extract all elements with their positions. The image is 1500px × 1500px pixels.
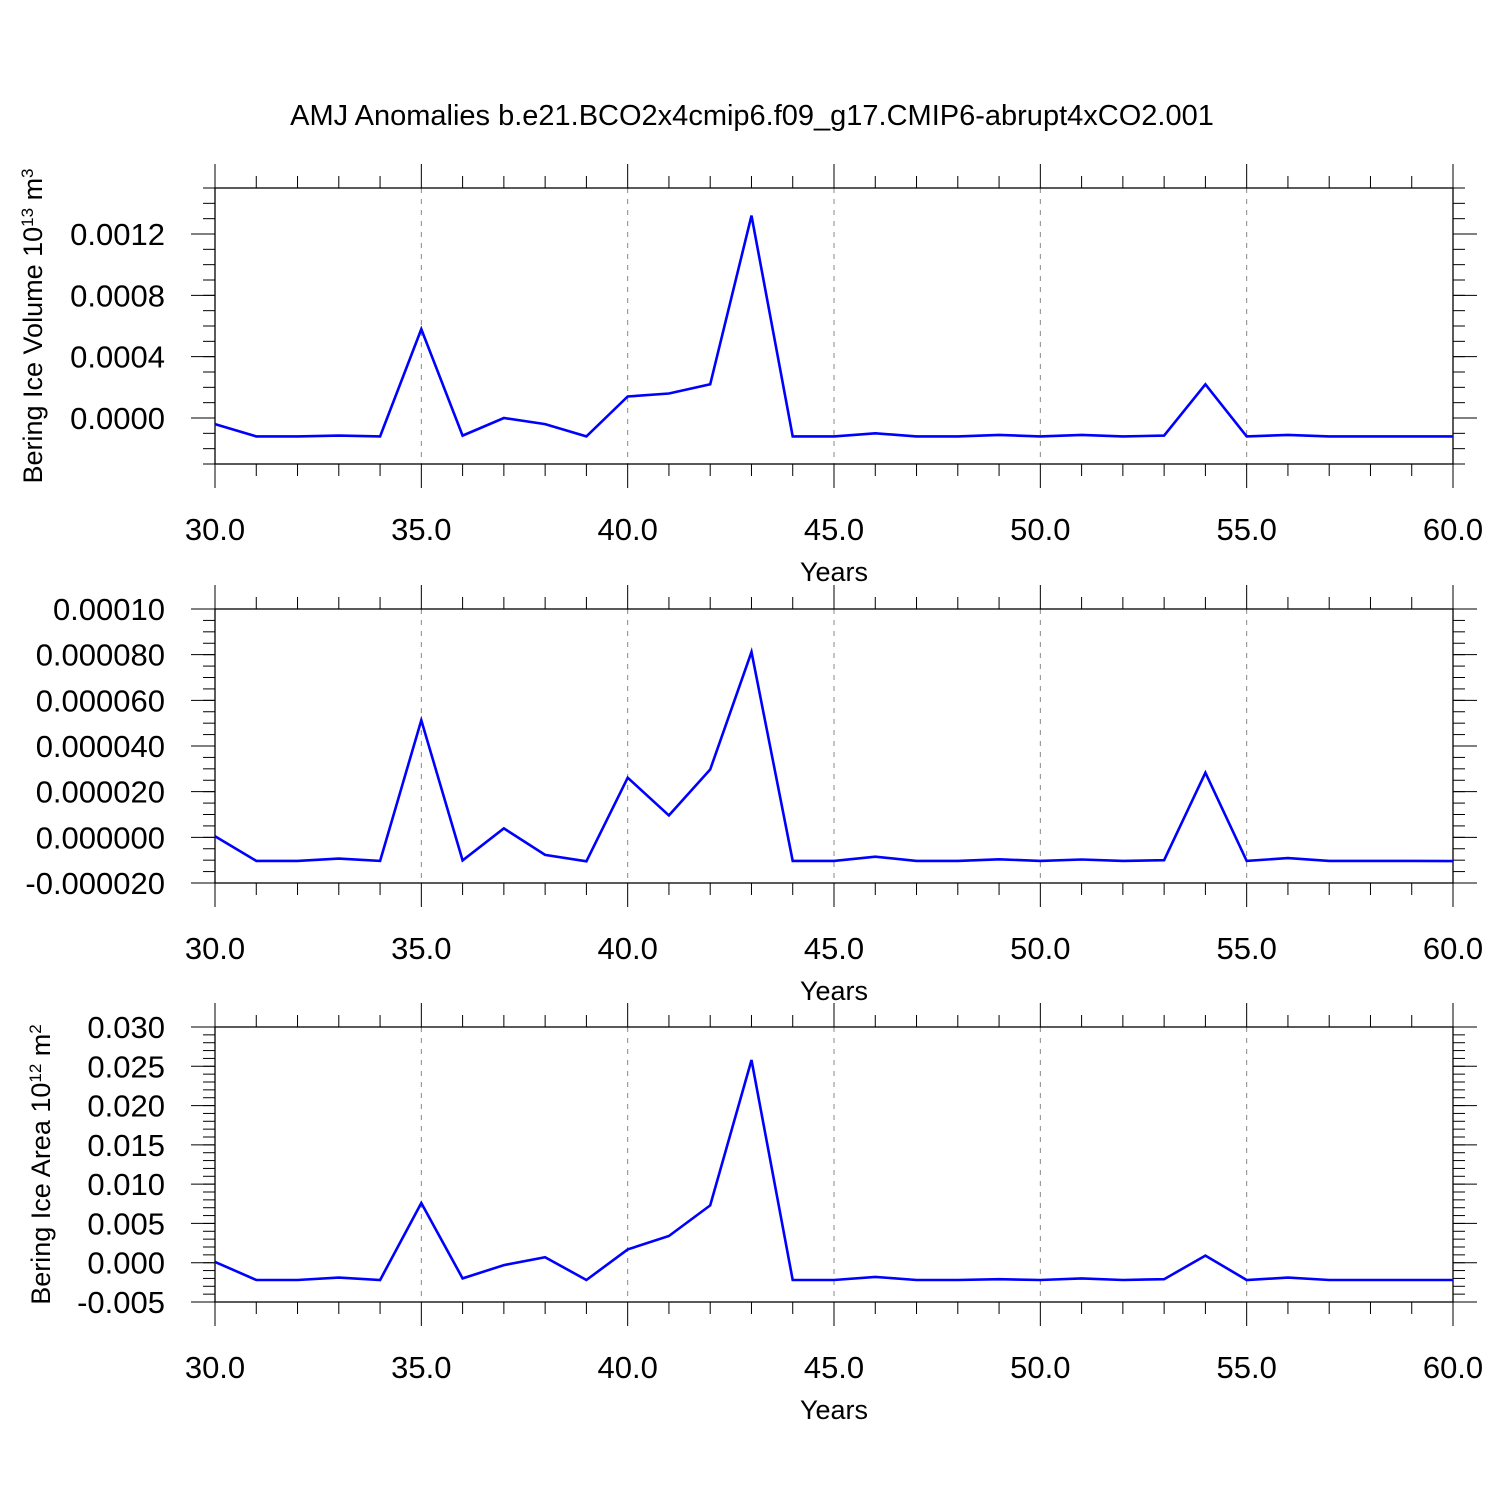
x-tick-label: 50.0 — [1010, 512, 1070, 547]
x-tick-label: 35.0 — [391, 1350, 451, 1385]
x-tick-label: 40.0 — [597, 931, 657, 966]
x-tick-label: 30.0 — [185, 512, 245, 547]
x-tick-label: 50.0 — [1010, 1350, 1070, 1385]
y-tick-label: 0.005 — [87, 1206, 165, 1241]
y-tick-label: 0.025 — [87, 1049, 165, 1084]
panel-3: -0.005 0.000 0.005 0.010 0.015 0.020 0.025 0.03… — [26, 1003, 1483, 1425]
y-tick-label: 0.010 — [87, 1167, 165, 1202]
x-axis-title: Years — [800, 1395, 868, 1425]
y-tick-label: 0.000080 — [36, 638, 165, 673]
x-tick-label: 55.0 — [1216, 931, 1276, 966]
y-tick-label: 0.0000 — [70, 401, 165, 436]
figure-title: AMJ Anomalies b.e21.BCO2x4cmip6.f09_g17.… — [290, 100, 1214, 132]
x-tick-label: 60.0 — [1423, 1350, 1483, 1385]
x-tick-label: 35.0 — [391, 931, 451, 966]
y-axis-title: Bering Ice Area 1012 m2 — [26, 1024, 57, 1305]
y-axis-title: Bering Ice Volume 1013 m3 — [18, 168, 49, 483]
y-tick-label: 0.000040 — [36, 729, 165, 764]
x-axis-title: Years — [800, 557, 868, 587]
x-tick-label: 30.0 — [185, 1350, 245, 1385]
x-tick-label: 55.0 — [1216, 512, 1276, 547]
x-tick-label: 50.0 — [1010, 931, 1070, 966]
y-axis-title-text: Bering Ice Area 10 — [26, 1083, 56, 1305]
y-axis-title-text: m — [26, 1034, 56, 1064]
x-tick-label: 60.0 — [1423, 512, 1483, 547]
y-tick-label: 0.015 — [87, 1128, 165, 1163]
x-tick-label: 45.0 — [804, 512, 864, 547]
x-tick-label: 45.0 — [804, 1350, 864, 1385]
y-axis-title-superscript: 13 — [18, 208, 37, 227]
x-tick-label: 60.0 — [1423, 931, 1483, 966]
y-tick-label: 0.030 — [87, 1010, 165, 1045]
y-tick-label: 0.000060 — [36, 683, 165, 718]
y-axis-title-text: Bering Ice Volume 10 — [18, 227, 48, 484]
x-tick-label: 40.0 — [597, 512, 657, 547]
y-axis-title-superscript: 12 — [26, 1064, 45, 1083]
y-tick-label: 0.000 — [87, 1246, 165, 1281]
panel-2: -0.000020 0.000000 0.000020 0.000040 0.00006… — [25, 585, 1483, 1006]
x-tick-label: 45.0 — [804, 931, 864, 966]
x-tick-label: 55.0 — [1216, 1350, 1276, 1385]
y-tick-label: 0.000000 — [36, 820, 165, 855]
y-tick-label: 0.00010 — [53, 592, 165, 627]
y-tick-label: -0.000020 — [25, 866, 165, 901]
panel-1: 0.0000 0.0004 0.0008 0.0012 30.0 35.0 40.0 45.0… — [18, 164, 1483, 587]
y-tick-label: 0.0008 — [70, 278, 165, 313]
y-tick-label: 0.0012 — [70, 217, 165, 252]
y-tick-label: 0.0004 — [70, 340, 165, 375]
x-tick-label: 40.0 — [597, 1350, 657, 1385]
x-axis-title: Years — [800, 976, 868, 1006]
y-axis-title-superscript: 3 — [18, 168, 37, 177]
y-tick-label: -0.005 — [77, 1285, 165, 1320]
y-tick-label: 0.020 — [87, 1089, 165, 1124]
y-tick-label: 0.000020 — [36, 775, 165, 810]
x-tick-label: 35.0 — [391, 512, 451, 547]
y-axis-title-superscript: 2 — [26, 1024, 45, 1033]
y-axis-title-text: m — [18, 178, 48, 208]
x-tick-label: 30.0 — [185, 931, 245, 966]
series-line — [214, 215, 1453, 438]
